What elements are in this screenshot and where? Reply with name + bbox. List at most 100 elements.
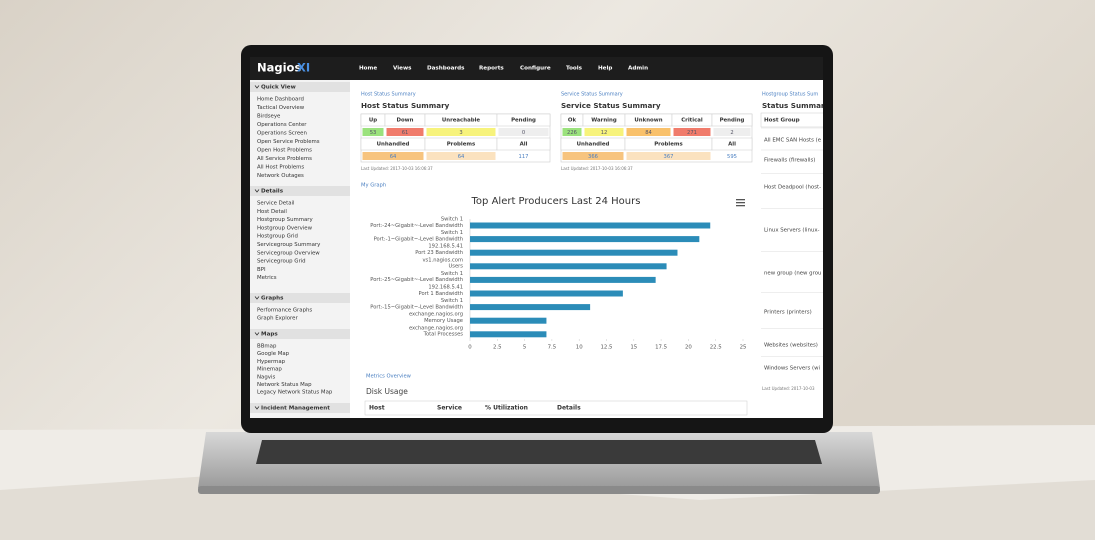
sidebar-link[interactable]: All Service Problems xyxy=(257,156,312,162)
sidebar-link[interactable]: Minemap xyxy=(257,367,282,373)
updated: Last Updated: 2017-10-03 16:06:37 xyxy=(561,166,633,171)
nav-item[interactable]: Dashboards xyxy=(427,66,465,72)
sidebar-link[interactable]: Operations Screen xyxy=(257,131,307,137)
status-cell xyxy=(426,152,496,160)
col-header: Details xyxy=(557,405,581,412)
section-title[interactable]: Quick View xyxy=(261,85,296,91)
y-tick-label: Switch 1 xyxy=(441,230,463,236)
sidebar-link[interactable]: Host Detail xyxy=(257,209,287,215)
sidebar-link[interactable]: Hypermap xyxy=(257,359,286,365)
sidebar-link[interactable]: Hostgroup Grid xyxy=(257,234,298,240)
nav-item[interactable]: Reports xyxy=(479,66,504,72)
sidebar-link[interactable]: Legacy Network Status Map xyxy=(257,390,333,396)
col-header: Problems xyxy=(654,142,683,148)
status-cell xyxy=(498,152,549,160)
chevron xyxy=(254,189,260,193)
nav-item[interactable]: Home xyxy=(359,66,377,72)
sidebar-link[interactable]: Nagvis xyxy=(257,374,275,380)
updated: Last Updated: 2017-10-03 16:06:37 xyxy=(361,166,433,171)
status-cell xyxy=(713,128,751,136)
status-count: 117 xyxy=(519,154,529,160)
col-header: Up xyxy=(369,118,377,124)
x-tick-label: 7.5 xyxy=(548,345,557,351)
sidebar-link[interactable]: Birdseye xyxy=(257,114,281,120)
bar xyxy=(470,317,547,324)
sidebar-link[interactable]: Home Dashboard xyxy=(257,97,304,103)
sidebar-link[interactable]: Servicegroup Overview xyxy=(257,250,320,256)
bar xyxy=(470,331,547,338)
status-cell xyxy=(386,128,424,136)
sidebar-link[interactable]: Operations Center xyxy=(257,122,307,128)
y-tick-label: Port 1 Bandwidth xyxy=(419,291,464,297)
panel-link: Service Status Summary xyxy=(561,92,623,98)
sidebar-link[interactable]: Network Outages xyxy=(257,173,304,179)
section-title[interactable]: Details xyxy=(261,189,284,195)
col-header: Unknown xyxy=(634,118,662,124)
sidebar-link[interactable]: Google Map xyxy=(257,351,290,357)
sidebar-link[interactable]: Servicegroup Summary xyxy=(257,242,321,248)
x-tick-label: 12.5 xyxy=(600,345,612,351)
section-header xyxy=(250,329,350,339)
status-cell xyxy=(562,128,582,136)
cell xyxy=(711,113,753,127)
panel-title: Status Summary xyxy=(762,101,829,110)
status-cell xyxy=(362,152,424,160)
nav-item[interactable]: Admin xyxy=(628,66,648,72)
chevron xyxy=(254,85,260,89)
sidebar-link[interactable]: Service Detail xyxy=(257,201,295,207)
hostgroup-row: Host Deadpool (host- xyxy=(764,185,821,191)
cell xyxy=(496,137,551,151)
chart-menu[interactable] xyxy=(736,202,745,204)
status-count: 595 xyxy=(727,154,737,160)
status-cell xyxy=(562,152,624,160)
sidebar-link[interactable]: Performance Graphs xyxy=(257,308,312,314)
col-header: Pending xyxy=(511,118,536,124)
panel-link: Metrics Overview xyxy=(366,374,412,380)
sidebar-link[interactable]: All Host Problems xyxy=(257,165,304,171)
sidebar-link[interactable]: Hostgroup Summary xyxy=(257,217,314,223)
cell xyxy=(496,113,551,127)
sidebar-link[interactable]: Network Status Map xyxy=(257,382,312,388)
sidebar-link[interactable]: Metrics xyxy=(257,275,277,281)
section-title[interactable]: Graphs xyxy=(261,296,284,302)
y-tick-label: Port:-15~Gigabit~-Level Bandwidth xyxy=(370,304,463,310)
nav-item[interactable]: Help xyxy=(598,66,612,72)
status-cell xyxy=(584,128,624,136)
sidebar-link[interactable]: Graph Explorer xyxy=(257,316,298,322)
table-header xyxy=(364,400,748,416)
chart-menu[interactable] xyxy=(736,205,745,207)
section-title[interactable]: Maps xyxy=(261,332,278,338)
sidebar-link[interactable]: BBmap xyxy=(257,344,277,350)
panel-link: My Graph xyxy=(361,183,386,189)
section-title[interactable]: Incident Management xyxy=(261,406,330,412)
hostgroup-row: All EMC SAN Hosts (e xyxy=(764,138,822,144)
bar xyxy=(470,290,623,297)
nav-item[interactable]: Views xyxy=(393,66,412,72)
section-header xyxy=(250,82,350,92)
bar xyxy=(470,222,711,229)
status-count: 271 xyxy=(687,130,697,136)
sidebar-link[interactable]: Servicegroup Grid xyxy=(257,259,306,265)
y-tick-label: 192.168.5.41 xyxy=(428,285,463,291)
x-tick-label: 10 xyxy=(576,345,583,351)
hostgroup-row: Printers (printers) xyxy=(764,310,812,316)
sidebar-link[interactable]: Open Service Problems xyxy=(257,139,320,145)
status-count: 12 xyxy=(601,130,608,136)
nav-item[interactable]: Configure xyxy=(520,66,551,72)
y-tick-label: Memory Usage xyxy=(424,318,463,324)
y-tick-label: Port:-1~Gigabit~-Level Bandwidth xyxy=(374,236,463,242)
y-tick-label: Switch 1 xyxy=(441,217,463,223)
status-cell xyxy=(498,128,549,136)
x-tick-label: 2.5 xyxy=(493,345,502,351)
sidebar-link[interactable]: Open Host Problems xyxy=(257,148,312,154)
sidebar-link[interactable]: Tactical Overview xyxy=(256,105,305,111)
status-count: 2 xyxy=(730,130,733,136)
nav-item[interactable]: Tools xyxy=(566,66,583,72)
sidebar xyxy=(250,80,350,418)
sidebar-link[interactable]: Hostgroup Overview xyxy=(257,225,313,231)
chevron xyxy=(254,296,260,300)
col-header: Host xyxy=(369,405,385,412)
sidebar-link[interactable]: BPI xyxy=(257,267,266,273)
chart-menu[interactable] xyxy=(736,199,745,201)
